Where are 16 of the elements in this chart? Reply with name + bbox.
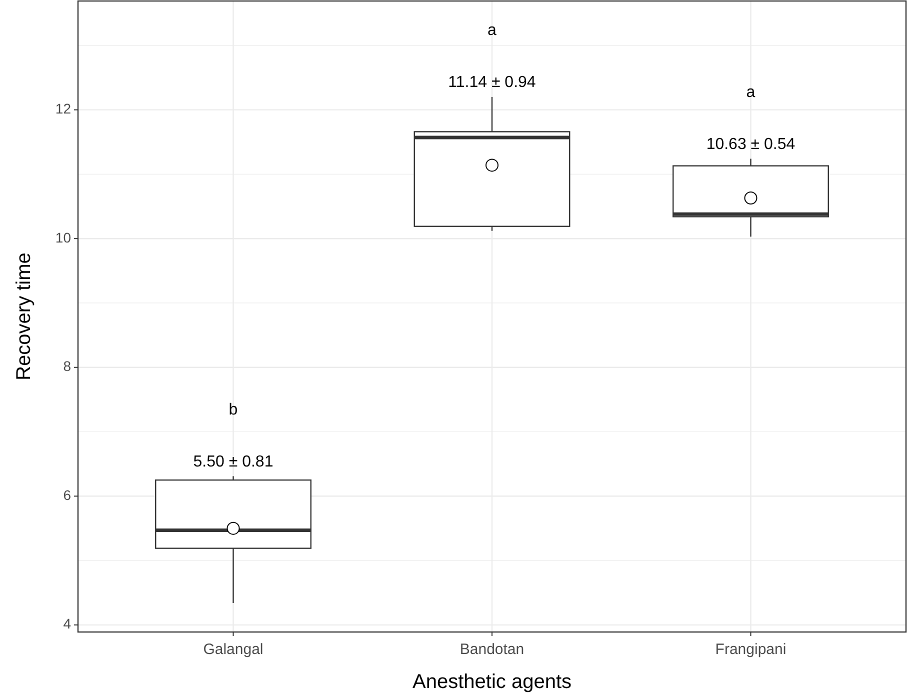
annotation: b — [228, 401, 238, 418]
y-tick-label: 10 — [55, 229, 72, 246]
x-axis-title: Anesthetic agents — [412, 671, 572, 693]
annotation: 10.63 ± 0.54 — [706, 136, 796, 153]
y-tick-label: 6 — [63, 486, 72, 503]
annotation: a — [488, 22, 497, 40]
x-tick-label: Galangal — [203, 641, 264, 658]
annotation: a — [746, 84, 756, 101]
y-tick-label: 4 — [63, 616, 72, 632]
y-tick-label: 12 — [55, 100, 72, 117]
y-axis-title: Recovery time — [13, 252, 35, 380]
x-tick-label: Bandotan — [460, 641, 524, 658]
y-tick-label: 8 — [63, 358, 72, 374]
annotation: 11.14 ± 0.94 — [448, 74, 536, 92]
x-tick-label: Frangipani — [715, 641, 786, 658]
annotation: 5.50 ± 0.81 — [193, 453, 274, 470]
